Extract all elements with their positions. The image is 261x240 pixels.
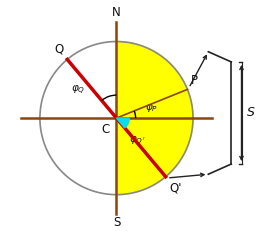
Text: S: S [113,216,120,229]
Text: $\varphi_{Q'}$: $\varphi_{Q'}$ [129,134,146,148]
Text: C: C [102,123,110,136]
Text: $\varphi_Q$: $\varphi_Q$ [71,84,85,96]
Wedge shape [116,118,129,128]
Text: Q': Q' [169,182,182,195]
Polygon shape [116,42,193,195]
Text: Q: Q [54,43,63,56]
Text: N: N [112,6,121,18]
Text: $\varphi_P$: $\varphi_P$ [145,102,158,114]
Text: P: P [191,74,198,87]
Text: S: S [247,107,254,120]
